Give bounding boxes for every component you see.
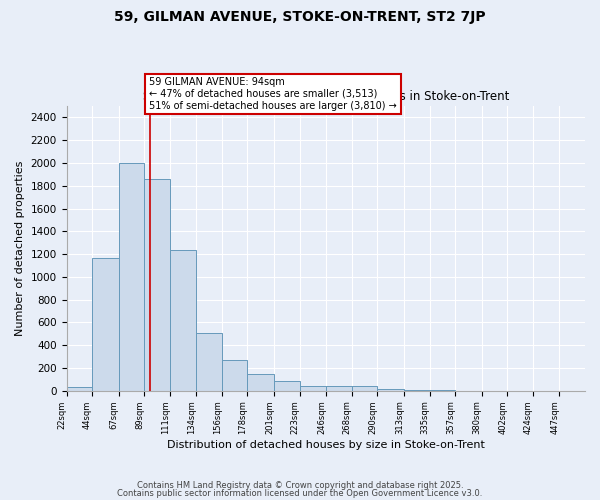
Bar (119, 163, 144, 391)
Y-axis label: Number of detached properties: Number of detached properties (15, 161, 25, 336)
Bar (274, 380, 299, 391)
Bar (144, 179, 170, 391)
Bar (352, 386, 377, 391)
Title: Size of property relative to detached houses in Stoke-on-Trent: Size of property relative to detached ho… (143, 90, 509, 104)
Bar (377, 388, 404, 391)
Text: Contains HM Land Registry data © Crown copyright and database right 2025.: Contains HM Land Registry data © Crown c… (137, 481, 463, 490)
Bar (67, 388, 92, 391)
Bar (430, 390, 455, 391)
Bar (222, 360, 247, 391)
Bar (170, 250, 196, 391)
Text: Contains public sector information licensed under the Open Government Licence v3: Contains public sector information licen… (118, 488, 482, 498)
Bar (299, 386, 326, 391)
Bar (196, 332, 222, 391)
Text: 59, GILMAN AVENUE, STOKE-ON-TRENT, ST2 7JP: 59, GILMAN AVENUE, STOKE-ON-TRENT, ST2 7… (114, 10, 486, 24)
X-axis label: Distribution of detached houses by size in Stoke-on-Trent: Distribution of detached houses by size … (167, 440, 485, 450)
Text: 59 GILMAN AVENUE: 94sqm
← 47% of detached houses are smaller (3,513)
51% of semi: 59 GILMAN AVENUE: 94sqm ← 47% of detache… (149, 78, 397, 110)
Bar (404, 390, 430, 391)
Bar (92, 258, 119, 391)
Bar (326, 386, 352, 391)
Bar (247, 374, 274, 391)
